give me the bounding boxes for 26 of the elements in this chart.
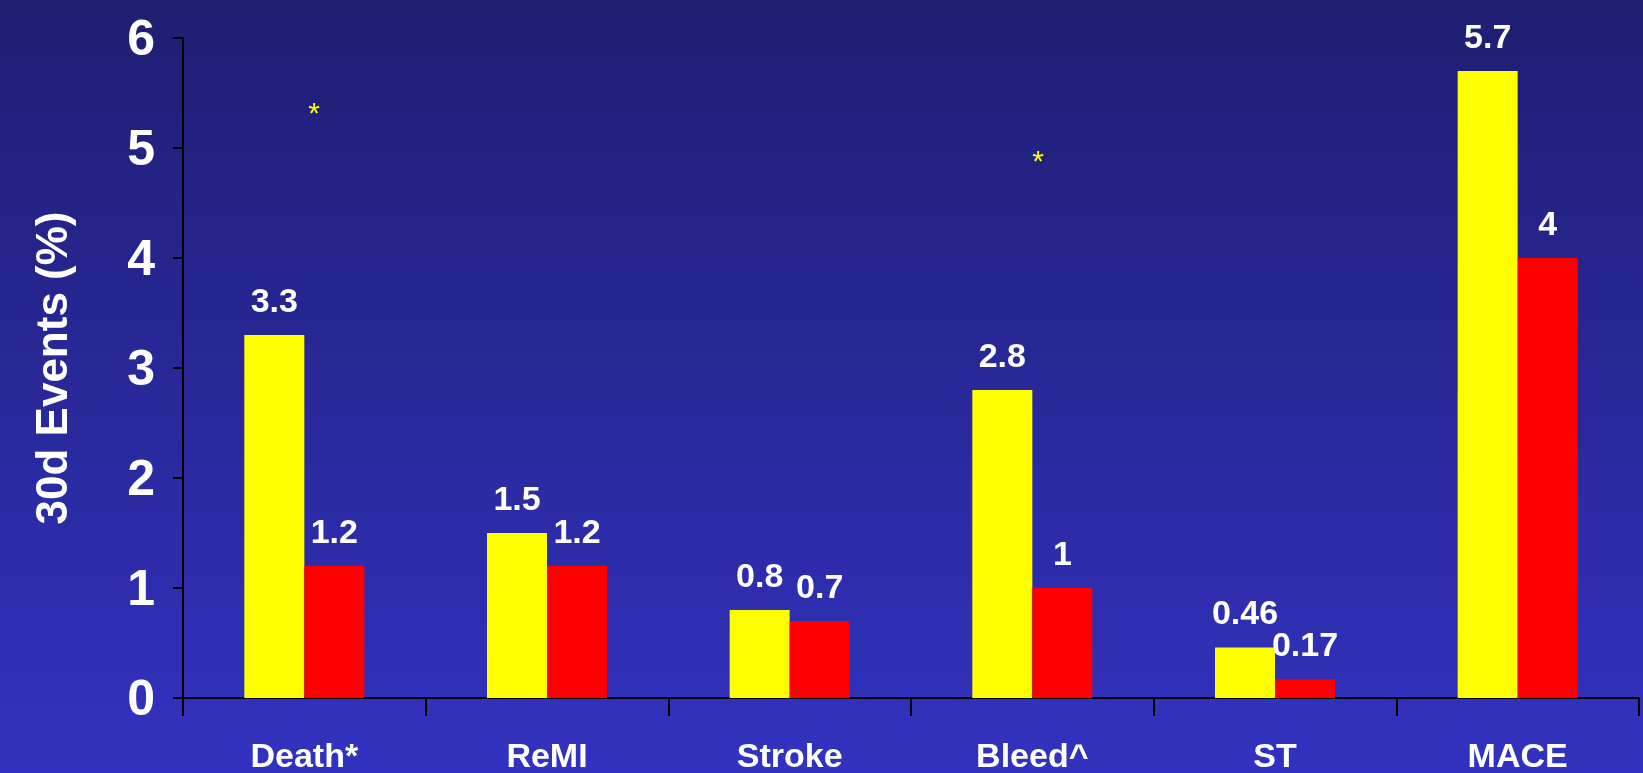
y-tick-label: 2 — [127, 450, 155, 506]
y-axis-title: 30d Events (%) — [26, 211, 76, 525]
y-tick-label: 6 — [127, 10, 155, 66]
x-tick-label: Bleed^ — [976, 736, 1089, 773]
y-tick-label: 5 — [127, 120, 155, 176]
data-label: 4 — [1538, 204, 1558, 242]
data-label: 1.2 — [553, 512, 601, 550]
y-tick-label: 0 — [127, 670, 155, 726]
y-tick-label: 1 — [127, 560, 155, 616]
annotation: * — [308, 95, 321, 129]
x-tick-label: ST — [1253, 736, 1297, 773]
data-label: 5.7 — [1464, 17, 1512, 55]
x-tick-label: ReMI — [506, 736, 588, 773]
data-label: 2.8 — [978, 336, 1026, 374]
y-tick-label: 4 — [127, 230, 156, 286]
x-tick-label: Death* — [250, 736, 359, 773]
data-label: 1 — [1052, 534, 1072, 572]
y-tick-label: 3 — [127, 340, 155, 396]
annotation: * — [1032, 143, 1045, 177]
x-tick-label: MACE — [1467, 736, 1568, 773]
data-label: 0.7 — [796, 567, 844, 605]
data-label: 1.2 — [310, 512, 358, 550]
x-tick-label: Stroke — [736, 736, 843, 773]
data-label: 1.5 — [493, 479, 541, 517]
data-label: 3.3 — [250, 281, 298, 319]
data-label: 0.8 — [736, 556, 784, 594]
